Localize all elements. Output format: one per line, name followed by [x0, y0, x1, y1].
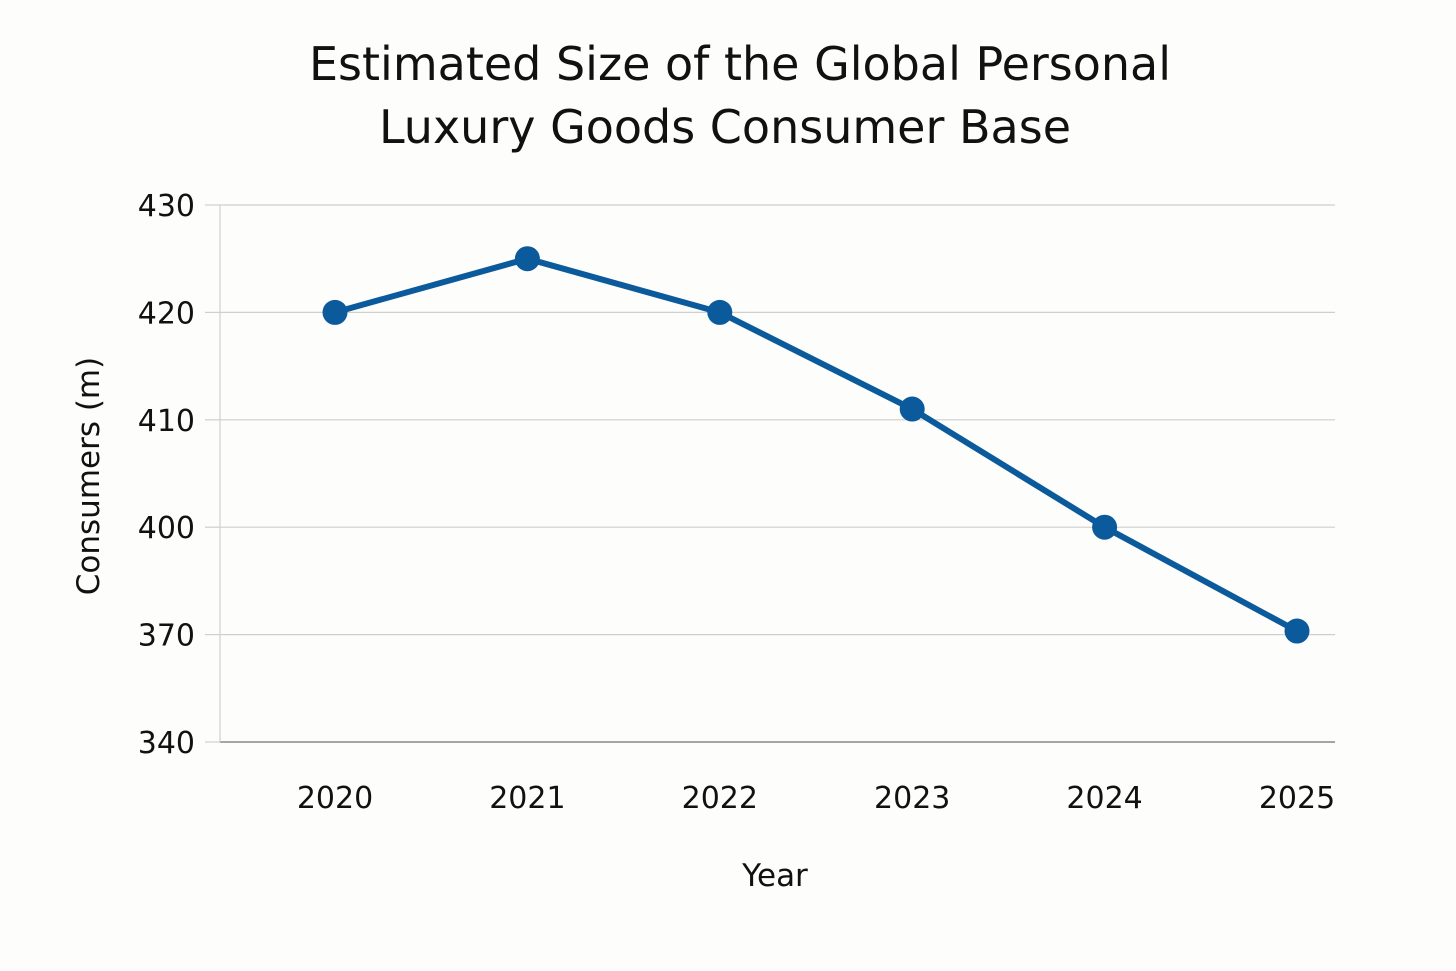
y-tick-label: 430 — [138, 189, 195, 224]
y-tick-label: 340 — [138, 726, 195, 761]
chart-title-line-1: Estimated Size of the Global Personal — [309, 37, 1171, 91]
data-point — [707, 299, 733, 325]
data-point — [1092, 514, 1118, 540]
y-tick-label: 370 — [138, 619, 195, 654]
x-axis-label: Year — [741, 858, 808, 894]
data-point — [1284, 618, 1310, 644]
x-tick-label: 2023 — [874, 781, 950, 816]
x-tick-label: 2022 — [682, 781, 758, 816]
y-tick-label: 410 — [138, 404, 195, 439]
data-point — [514, 246, 540, 272]
y-tick-label: 400 — [138, 511, 195, 546]
x-tick-label: 2020 — [297, 781, 373, 816]
data-point — [899, 396, 925, 422]
x-tick-label: 2024 — [1066, 781, 1142, 816]
y-axis-label: Consumers (m) — [71, 357, 107, 595]
chart-title-line-2: Luxury Goods Consumer Base — [379, 100, 1071, 154]
series-line — [334, 255, 1299, 634]
y-tick-label: 420 — [138, 296, 195, 331]
x-tick-label: 2021 — [489, 781, 565, 816]
x-tick-label: 2025 — [1259, 781, 1335, 816]
data-point — [322, 299, 348, 325]
